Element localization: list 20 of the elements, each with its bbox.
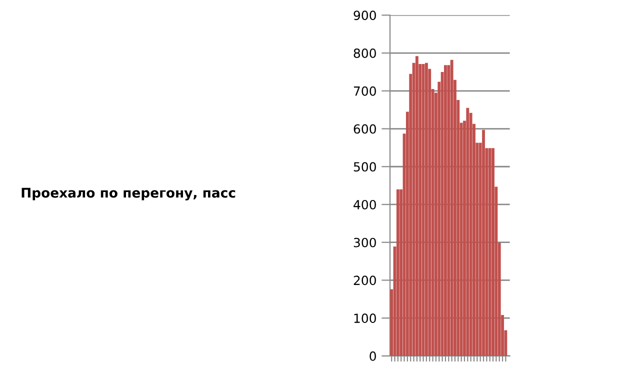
- bar: [424, 62, 428, 356]
- text: Проехало по перегону, пасс: [22, 188, 236, 200]
- bar: [444, 65, 447, 356]
- y-tick-label: 700: [354, 86, 376, 96]
- bar: [482, 130, 485, 356]
- y-tick-label: 400: [354, 200, 376, 210]
- bar: [396, 189, 400, 356]
- y-tick-label: 0: [370, 351, 376, 361]
- bar: [466, 108, 470, 356]
- y-tick-label: 800: [354, 48, 376, 58]
- y-tick-label: 900: [354, 10, 376, 20]
- y-tick-label: 500: [354, 162, 376, 172]
- bar: [488, 148, 492, 356]
- y-tick-label: 100: [354, 314, 376, 323]
- y-tick-label: 200: [354, 276, 376, 286]
- bar: [450, 60, 454, 356]
- y-tick-label: 600: [354, 124, 376, 134]
- y-tick-label: 300: [354, 238, 376, 248]
- bar: [492, 148, 494, 356]
- bar: [415, 56, 418, 356]
